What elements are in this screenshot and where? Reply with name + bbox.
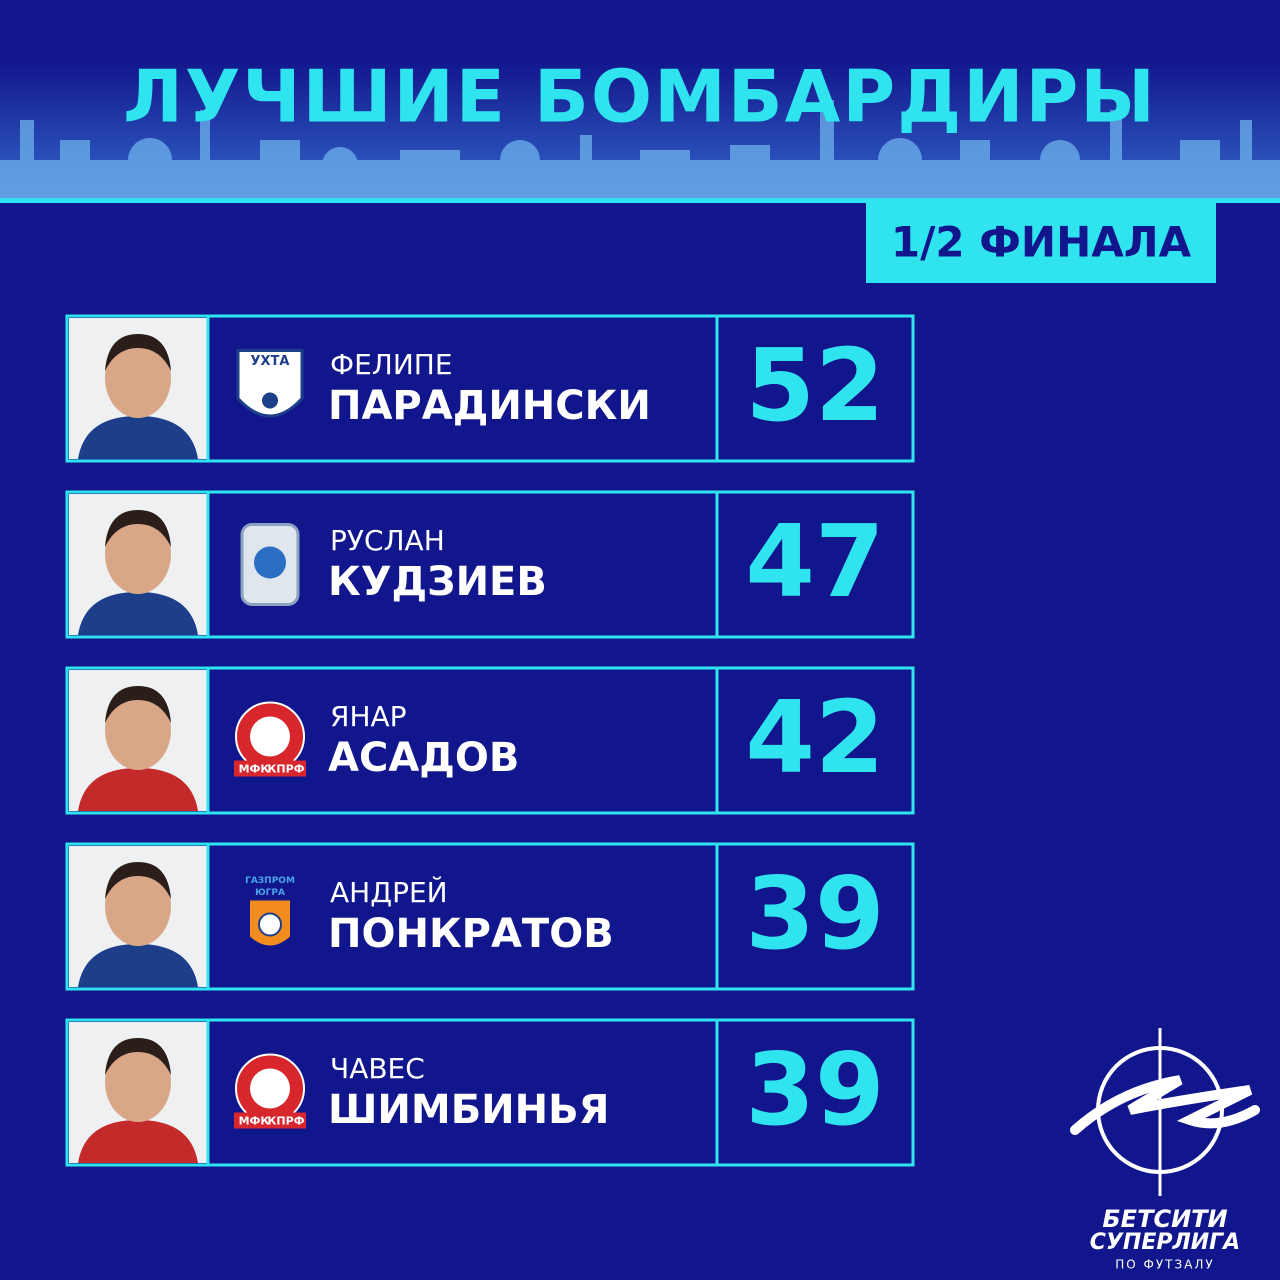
brand-line2: СУПЕРЛИГА — [1090, 1230, 1240, 1255]
player-head — [105, 338, 171, 418]
player-hair — [105, 686, 171, 723]
goals: 39 — [745, 1031, 884, 1148]
brand-wave — [1070, 1075, 1260, 1135]
last-name: КУДЗИЕВ — [328, 559, 547, 605]
player-hair — [105, 334, 171, 371]
club-ball — [262, 392, 278, 409]
first-name: РУСЛАН — [330, 524, 445, 557]
first-name: ЯНАР — [330, 700, 407, 733]
title: ЛУЧШИЕ БОМБАРДИРЫ — [123, 55, 1157, 139]
player-head — [105, 1042, 171, 1122]
player-body — [78, 768, 198, 811]
stage: 1/2 ФИНАЛА — [891, 218, 1192, 267]
last-name: ПОНКРАТОВ — [328, 911, 614, 957]
goals: 47 — [745, 503, 884, 620]
header-rule — [0, 198, 1280, 203]
last-name: ШИМБИНЬЯ — [328, 1087, 609, 1133]
player-body — [78, 416, 198, 459]
stage-box — [866, 203, 1216, 283]
player-hair — [105, 510, 171, 547]
player-body — [78, 1120, 198, 1163]
club-label: ГАЗПРОМ — [245, 876, 295, 886]
club-label: УХТА — [251, 354, 290, 369]
player-body — [78, 944, 198, 987]
brand-line1: БЕТСИТИ — [1102, 1205, 1227, 1233]
club-shield — [236, 349, 304, 418]
player-body — [78, 592, 198, 635]
first-name: ЧАВЕС — [330, 1052, 425, 1085]
last-name: ПАРАДИНСКИ — [328, 383, 651, 429]
club-label: МФК — [239, 763, 270, 776]
player-head — [105, 866, 171, 946]
goals: 42 — [745, 679, 884, 796]
player-head — [105, 690, 171, 770]
brand-line3: ПО ФУТЗАЛУ — [1115, 1258, 1215, 1272]
club-label2: КПРФ — [267, 1115, 304, 1128]
club-banner — [234, 760, 306, 777]
goals: 52 — [745, 327, 884, 444]
first-name: АНДРЕЙ — [330, 875, 448, 909]
club-emblem — [254, 546, 286, 579]
club-ball — [258, 912, 282, 937]
last-name: АСАДОВ — [328, 735, 519, 781]
player-hair — [105, 862, 171, 899]
skyline — [0, 100, 1280, 200]
goals: 39 — [745, 855, 884, 972]
club-inner — [250, 1068, 290, 1109]
first-name: ФЕЛИПЕ — [330, 348, 453, 381]
club-label2: ЮГРА — [255, 888, 285, 898]
player-hair — [105, 1038, 171, 1075]
club-label: МФК — [239, 1115, 270, 1128]
club-banner — [234, 1112, 306, 1129]
club-inner — [250, 716, 290, 757]
brand — [1070, 1028, 1260, 1196]
player-head — [105, 514, 171, 594]
club-label2: КПРФ — [267, 763, 304, 776]
